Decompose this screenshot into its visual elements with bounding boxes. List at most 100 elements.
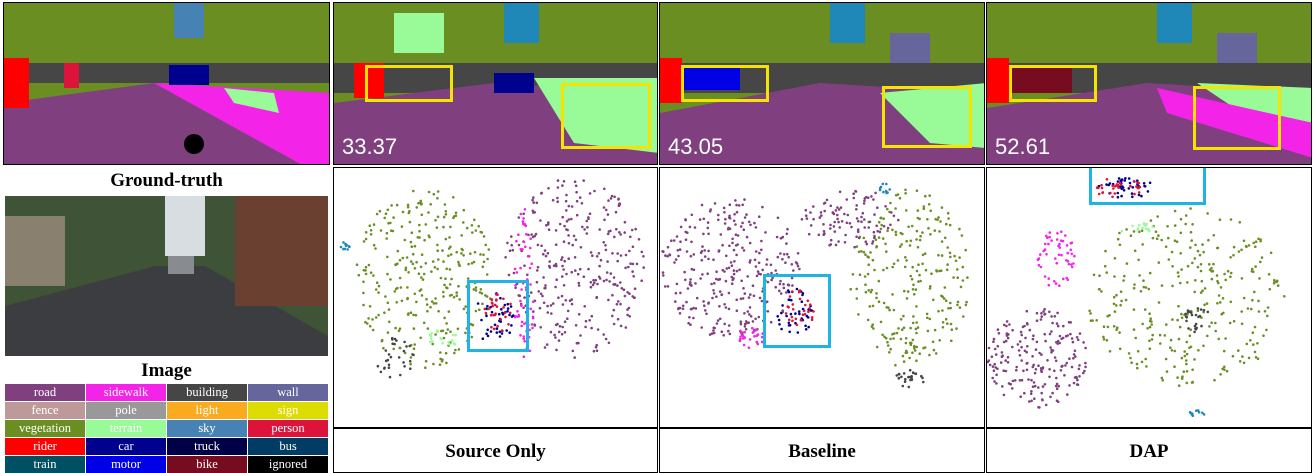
tsne-point [996,367,999,371]
tsne-point [507,323,510,326]
tsne-point [499,320,502,323]
baseline-seg-shapes [660,3,984,164]
tsne-point [403,340,406,344]
tsne-point [886,229,889,233]
tsne-point [1102,335,1105,339]
tsne-point [1143,185,1147,188]
tsne-point [1043,332,1046,336]
tsne-point [909,274,912,278]
tsne-point [1259,260,1262,264]
tsne-point [1053,369,1056,373]
tsne-point [936,218,939,221]
tsne-point [1206,310,1210,314]
tsne-point [828,243,831,247]
tsne-point [1116,180,1120,183]
tsne-point [904,209,908,212]
tsne-point [432,362,435,366]
tsne-point [452,296,456,299]
tsne-point [1156,215,1159,218]
tsne-point [611,314,614,318]
tsne-point [1002,340,1006,344]
tsne-point [395,301,398,304]
tsne-point [1038,351,1041,355]
tsne-point [1137,193,1141,197]
tsne-point [1183,350,1186,353]
tsne-point [393,342,396,346]
tsne-point [436,190,440,193]
tsne-point [563,320,567,323]
tsne-point [741,221,744,225]
tsne-point [1200,324,1203,328]
tsne-point [868,305,872,308]
tsne-point [1185,370,1189,373]
tsne-point [1042,249,1045,253]
tsne-point [449,245,452,249]
tsne-point [500,329,504,332]
tsne-point [604,208,608,212]
tsne-point [1247,356,1251,360]
tsne-point [922,205,926,208]
tsne-point [729,261,733,264]
tsne-point [607,199,610,202]
tsne-point [1187,327,1190,330]
tsne-point [1113,257,1117,260]
tsne-point [1050,239,1053,242]
tsne-point [740,332,743,335]
tsne-point [822,233,825,236]
tsne-point [796,331,800,334]
tsne-point [369,271,373,274]
tsne-point [355,263,359,266]
tsne-point [387,363,391,367]
tsne-point [564,299,568,302]
tsne-point [399,286,403,289]
tsne-point [1219,286,1223,289]
tsne-point [875,296,878,300]
tsne-point [1167,258,1171,261]
tsne-point [1033,397,1036,400]
tsne-point [1142,279,1145,282]
tsne-point [1001,385,1004,388]
tsne-point [1250,267,1254,271]
tsne-point [551,198,555,202]
tsne-point [1066,259,1070,263]
tsne-point [499,296,502,300]
tsne-point [1082,341,1085,344]
tsne-point [888,188,891,191]
highlight-box [882,86,972,148]
tsne-point [779,252,782,255]
tsne-point [1089,312,1092,315]
tsne-point [1237,349,1240,352]
tsne-point [734,223,737,226]
tsne-point [362,268,366,272]
tsne-point [384,295,387,298]
tsne-point [934,352,938,355]
tsne-point [1004,339,1008,343]
tsne-point [746,310,750,313]
tsne-point [885,250,888,253]
tsne-point [1202,413,1206,416]
tsne-point [928,353,931,357]
tsne-point [668,253,671,256]
tsne-point [1247,244,1251,247]
tsne-point [1055,387,1059,390]
tsne-point [1002,369,1005,372]
tsne-point [1032,381,1036,384]
tsne-point [1113,275,1116,278]
tsne-point [760,248,763,252]
tsne-point [1120,194,1123,198]
tsne-point [1051,391,1054,395]
tsne-point [535,201,539,205]
tsne-point [631,245,635,249]
tsne-point [519,266,522,270]
tsne-point [1136,366,1139,370]
tsne-point [961,279,965,282]
tsne-point [1117,177,1121,180]
tsne-point [895,331,899,335]
tsne-point [613,235,616,239]
tsne-point [948,251,952,255]
tsne-point [997,332,1001,335]
tsne-point [992,369,996,372]
tsne-point [774,269,777,272]
tsne-point [713,282,716,285]
tsne-point [754,317,757,321]
